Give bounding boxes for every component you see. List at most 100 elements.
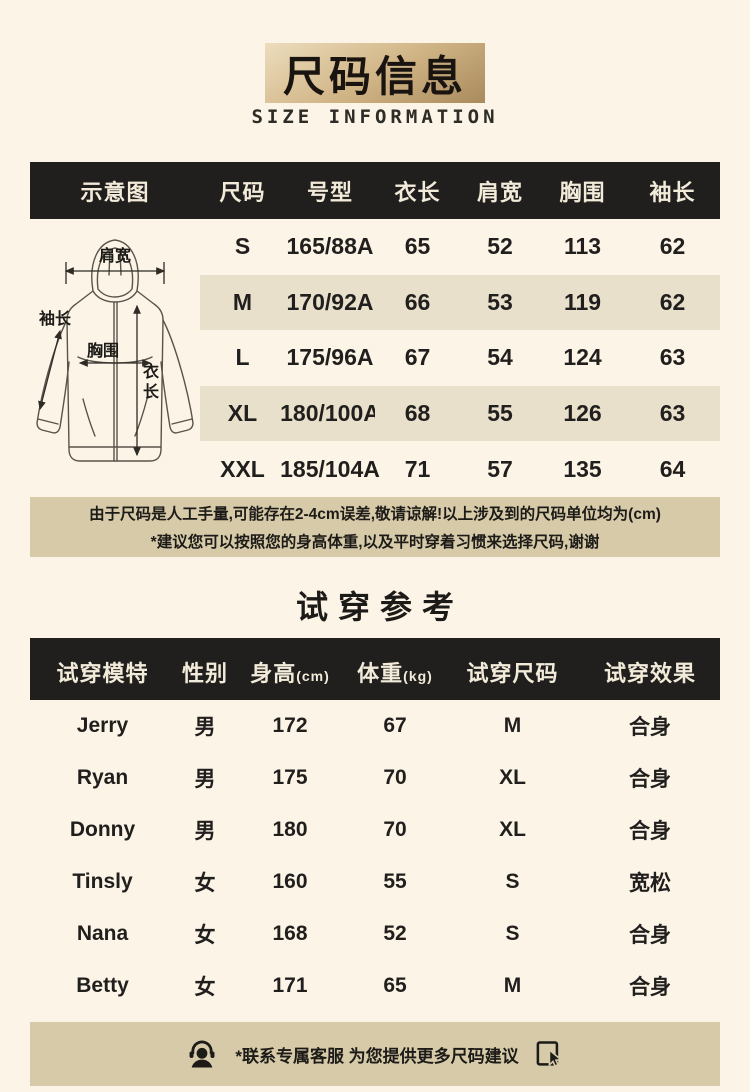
cell-height: 172 [272,714,308,737]
cell-model: 175/96A [286,344,374,371]
cell-height: 171 [272,974,308,997]
page-subtitle: SIZE INFORMATION [251,106,499,128]
cell-size: S [505,870,520,893]
header-label: 试穿效果 [603,661,696,686]
cell-model: 170/92A [285,274,375,331]
cell-size: M [503,974,522,997]
cell-height: 180 [272,818,308,841]
cell-sleeve: 62 [625,274,720,331]
cell-length: 67 [404,344,431,371]
cell-gender: 女 [194,924,216,947]
cell-height: 160 [272,870,308,893]
size-table-header-shoulder: 肩宽 [460,162,540,219]
jacket-diagram-svg: 肩宽 袖长 胸围 衣 长 [36,239,194,462]
size-table-header-diagram: 示意图 [30,162,200,219]
cell-sleeve: 62 [659,233,686,260]
tryon-table: 试穿模特 性别 身高 (cm) 体重 (kg) 试穿尺码 试穿效果 Jerry 男 … [30,638,720,1012]
cell-name: Ryan [76,766,129,789]
cell-length: 68 [375,385,460,442]
diagram-label-length-char1: 衣 [143,362,159,381]
tryon-header-fit: 试穿效果 [580,638,720,700]
header-label: 试穿尺码 [466,661,559,686]
cell-gender: 女 [194,976,216,999]
cell-shoulder: 53 [460,274,540,331]
diagram-label-length-char2: 长 [143,382,160,401]
cell-chest: 135 [563,455,602,482]
tryon-header-gender: 性别 [175,638,235,700]
cell-model: 180/100A [280,385,380,442]
cell-name: Nana [76,922,129,945]
header-label: 体重 [357,661,404,686]
cell-weight: 55 [383,870,407,893]
cell-name: Jerry [76,714,129,737]
cell-name: Betty [76,974,129,997]
cursor-click-icon [536,1041,563,1068]
cell-length: 65 [404,233,431,260]
cell-model: 185/104A [280,455,380,482]
cell-size: M [200,274,285,331]
tryon-header-model: 试穿模特 [30,638,175,700]
size-table: 示意图 尺码 号型 衣长 肩宽 胸围 袖长 [30,162,720,557]
cell-fit: 宽松 [629,872,671,895]
size-table-header-length: 衣长 [375,162,460,219]
cell-gender: 男 [194,768,216,791]
cell-shoulder: 57 [487,455,513,482]
cell-fit: 合身 [629,716,671,739]
header-unit: (kg) [403,668,433,684]
size-note-line1: 由于尺码是人工手量,可能存在2-4cm误差,敬请谅解!以上涉及到的尺码单位均为(… [89,505,661,523]
size-table-header-chest: 胸围 [540,162,625,219]
header-label: 身高 [250,661,297,686]
cell-sleeve: 63 [659,344,686,371]
size-note-line2: *建议您可以按照您的身高体重,以及平时穿着习惯来选择尺码,谢谢 [150,533,600,551]
tryon-header-size: 试穿尺码 [445,638,580,700]
tryon-title: 试穿参考 [295,589,464,625]
cell-length: 71 [404,455,431,482]
cell-size: XL [499,818,526,841]
garment-diagram: 肩宽 袖长 胸围 衣 长 [30,219,200,497]
size-table-header-size: 尺码 [200,162,285,219]
size-table-header-sleeve: 袖长 [625,162,720,219]
cell-gender: 女 [194,872,216,895]
diagram-label-chest: 胸围 [87,341,119,360]
cell-fit: 合身 [629,820,671,843]
cell-shoulder: 54 [487,344,513,371]
cell-size: XXL [220,455,265,482]
customer-service-icon [189,1040,215,1068]
tryon-header-weight: 体重 (kg) [345,638,445,700]
cell-weight: 65 [383,974,407,997]
header-unit: (cm) [296,668,330,684]
size-note: 由于尺码是人工手量,可能存在2-4cm误差,敬请谅解!以上涉及到的尺码单位均为(… [30,496,720,557]
cell-model: 165/88A [286,233,374,260]
cell-weight: 70 [383,818,407,841]
cell-shoulder: 55 [460,385,540,442]
diagram-label-shoulder: 肩宽 [99,246,131,265]
cell-name: Tinsly [72,870,133,893]
cell-fit: 合身 [629,768,671,791]
footer-text: *联系专属客服 为您提供更多尺码建议 [235,1046,519,1066]
cell-chest: 126 [540,385,625,442]
page-title-box: 尺码信息 [265,43,485,103]
page-title: 尺码信息 [282,52,467,100]
cell-weight: 52 [383,922,407,945]
cell-size: XL [499,766,526,789]
cell-chest: 124 [563,344,602,371]
header-label: 试穿模特 [56,661,149,686]
cell-size: XL [200,385,285,442]
cell-size: S [234,233,251,260]
diagram-label-sleeve: 袖长 [39,309,72,328]
cell-fit: 合身 [629,976,671,999]
cell-weight: 70 [383,766,407,789]
cell-fit: 合身 [629,924,671,947]
cell-name: Donny [69,818,136,841]
cell-size: M [503,714,522,737]
cell-height: 175 [272,766,308,789]
cell-gender: 男 [194,716,216,739]
header-label: 性别 [181,661,228,686]
cell-chest: 119 [540,274,625,331]
cell-sleeve: 64 [659,455,686,482]
tryon-header-height: 身高 (cm) [235,638,345,700]
size-table-header-model: 号型 [285,162,375,219]
cell-shoulder: 52 [487,233,513,260]
cell-size: S [505,922,520,945]
